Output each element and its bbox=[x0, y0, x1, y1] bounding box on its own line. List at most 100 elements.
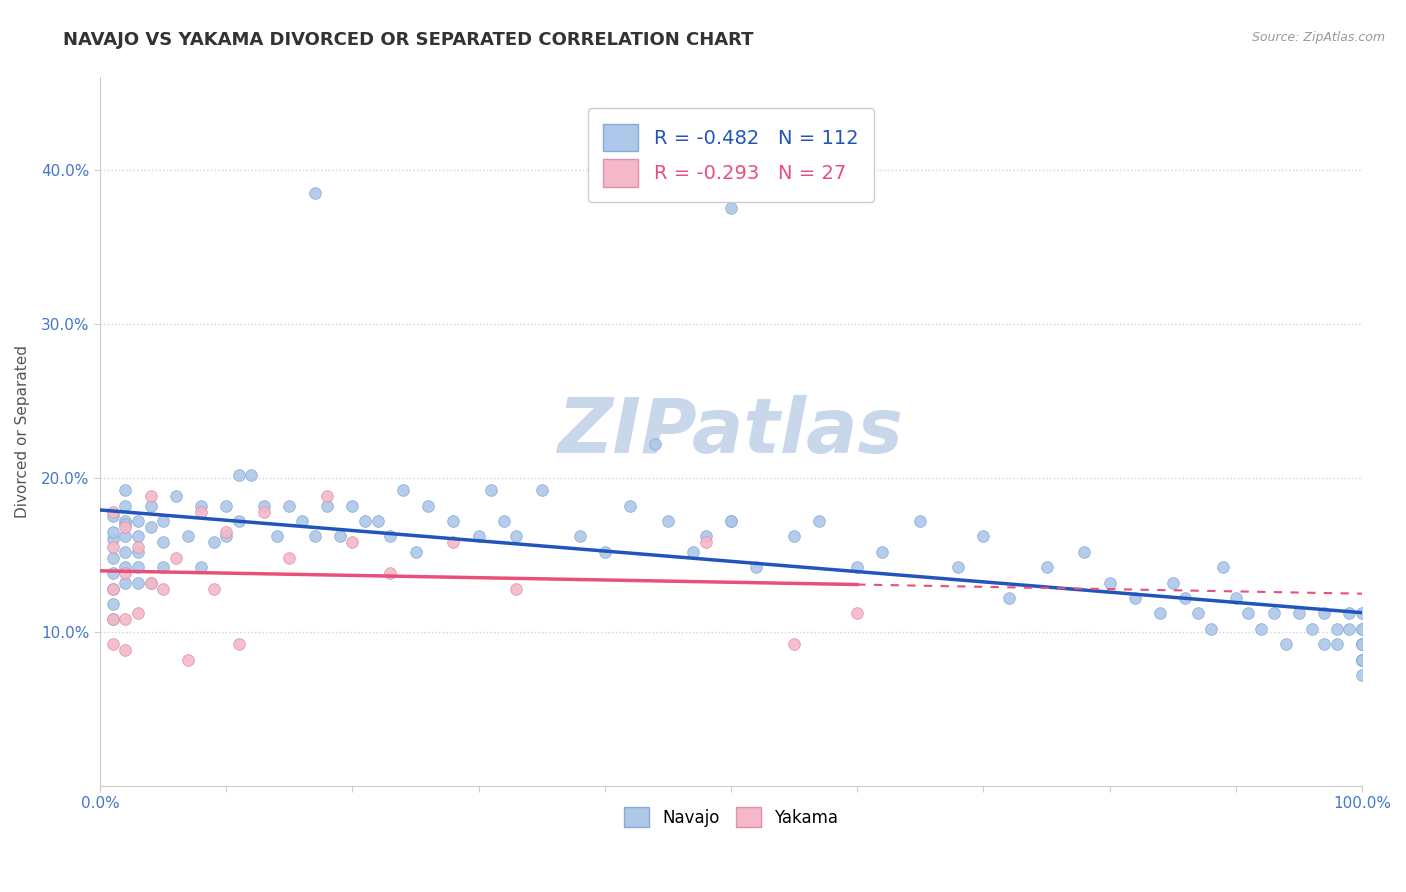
Point bbox=[568, 529, 591, 543]
Point bbox=[304, 529, 326, 543]
Point bbox=[152, 560, 174, 574]
Point bbox=[266, 529, 288, 543]
Y-axis label: Divorced or Separated: Divorced or Separated bbox=[15, 345, 30, 518]
Point bbox=[139, 575, 162, 590]
Point bbox=[101, 612, 124, 626]
Point bbox=[114, 575, 136, 590]
Point bbox=[783, 637, 806, 651]
Text: ZIPatlas: ZIPatlas bbox=[558, 394, 904, 468]
Point bbox=[139, 575, 162, 590]
Point bbox=[1301, 622, 1323, 636]
Point bbox=[152, 535, 174, 549]
Point bbox=[190, 499, 212, 513]
Point bbox=[101, 597, 124, 611]
Point bbox=[1161, 575, 1184, 590]
Point bbox=[1351, 668, 1374, 682]
Point bbox=[304, 186, 326, 200]
Point bbox=[152, 514, 174, 528]
Point bbox=[1174, 591, 1197, 605]
Point bbox=[530, 483, 553, 497]
Point bbox=[505, 529, 527, 543]
Point bbox=[720, 202, 742, 216]
Point bbox=[101, 550, 124, 565]
Point bbox=[1351, 637, 1374, 651]
Point bbox=[114, 483, 136, 497]
Point bbox=[1326, 637, 1348, 651]
Point bbox=[745, 560, 768, 574]
Point bbox=[1339, 622, 1361, 636]
Point bbox=[1351, 652, 1374, 666]
Point bbox=[114, 514, 136, 528]
Point bbox=[139, 520, 162, 534]
Point bbox=[1212, 560, 1234, 574]
Point bbox=[910, 514, 932, 528]
Point bbox=[127, 607, 149, 621]
Point bbox=[1313, 607, 1336, 621]
Point bbox=[1073, 545, 1095, 559]
Point bbox=[127, 560, 149, 574]
Point bbox=[1275, 637, 1298, 651]
Point bbox=[720, 514, 742, 528]
Point bbox=[101, 637, 124, 651]
Point bbox=[114, 499, 136, 513]
Point bbox=[127, 529, 149, 543]
Point bbox=[1237, 607, 1260, 621]
Point bbox=[215, 529, 238, 543]
Text: NAVAJO VS YAKAMA DIVORCED OR SEPARATED CORRELATION CHART: NAVAJO VS YAKAMA DIVORCED OR SEPARATED C… bbox=[63, 31, 754, 49]
Point bbox=[177, 529, 200, 543]
Point bbox=[240, 467, 263, 482]
Point bbox=[228, 637, 250, 651]
Point bbox=[342, 499, 364, 513]
Point bbox=[101, 540, 124, 554]
Point bbox=[695, 535, 717, 549]
Point bbox=[278, 499, 301, 513]
Point bbox=[1351, 637, 1374, 651]
Point bbox=[101, 505, 124, 519]
Point bbox=[644, 437, 666, 451]
Point bbox=[127, 575, 149, 590]
Point bbox=[127, 545, 149, 559]
Point bbox=[1351, 652, 1374, 666]
Point bbox=[342, 535, 364, 549]
Legend: Navajo, Yakama: Navajo, Yakama bbox=[617, 800, 845, 834]
Point bbox=[114, 566, 136, 581]
Point bbox=[1098, 575, 1121, 590]
Point bbox=[380, 566, 402, 581]
Point bbox=[1199, 622, 1222, 636]
Point bbox=[190, 560, 212, 574]
Point bbox=[329, 529, 352, 543]
Point bbox=[467, 529, 489, 543]
Point bbox=[682, 545, 704, 559]
Point bbox=[101, 524, 124, 539]
Point bbox=[1351, 622, 1374, 636]
Point bbox=[783, 529, 806, 543]
Point bbox=[202, 535, 225, 549]
Point bbox=[139, 489, 162, 503]
Point bbox=[1351, 637, 1374, 651]
Point bbox=[1313, 637, 1336, 651]
Point bbox=[278, 550, 301, 565]
Point bbox=[177, 652, 200, 666]
Point bbox=[1326, 622, 1348, 636]
Point bbox=[101, 582, 124, 596]
Point bbox=[997, 591, 1019, 605]
Point bbox=[808, 514, 831, 528]
Point bbox=[190, 505, 212, 519]
Point bbox=[202, 582, 225, 596]
Point bbox=[479, 483, 502, 497]
Point bbox=[253, 499, 276, 513]
Point bbox=[1250, 622, 1272, 636]
Point bbox=[291, 514, 314, 528]
Point bbox=[253, 505, 276, 519]
Point bbox=[127, 540, 149, 554]
Point bbox=[114, 520, 136, 534]
Point bbox=[492, 514, 515, 528]
Point bbox=[1351, 652, 1374, 666]
Point bbox=[972, 529, 994, 543]
Point bbox=[354, 514, 377, 528]
Point bbox=[720, 514, 742, 528]
Point bbox=[1187, 607, 1209, 621]
Point bbox=[101, 533, 124, 547]
Point bbox=[1263, 607, 1285, 621]
Point bbox=[215, 499, 238, 513]
